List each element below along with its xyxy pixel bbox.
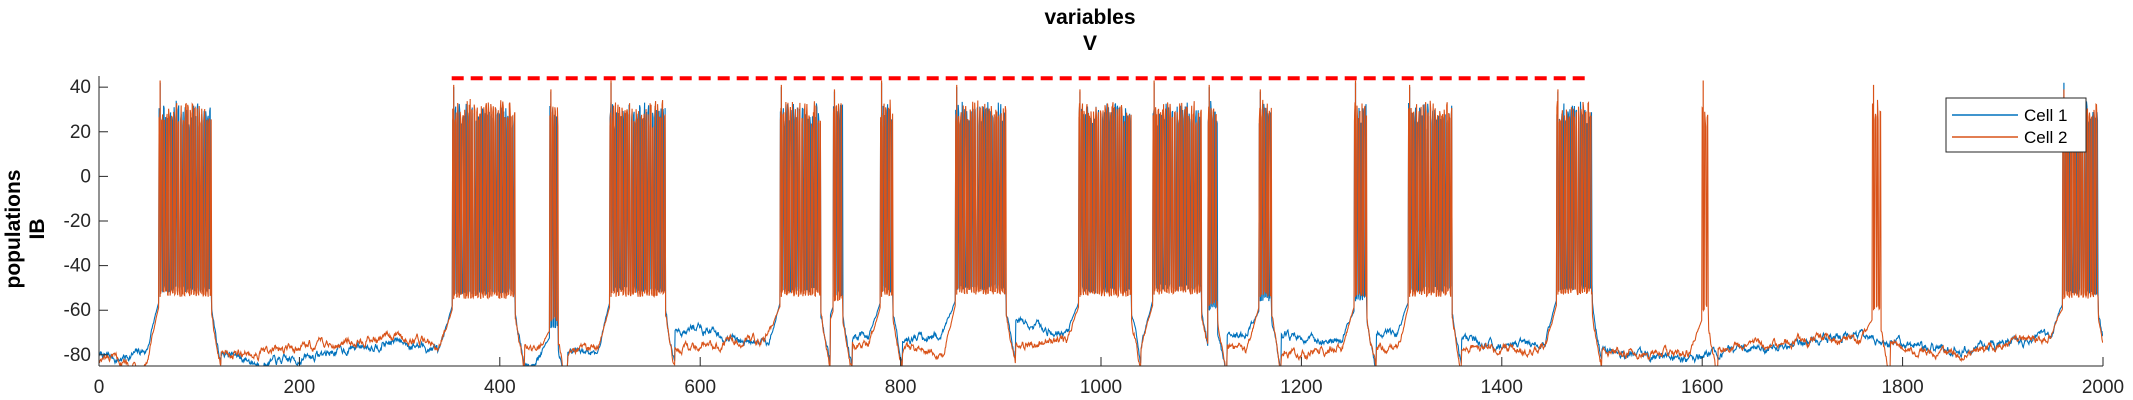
x-tick-label: 1000 [1080, 377, 1122, 398]
y-tick-label: -20 [64, 211, 91, 232]
x-tick-label: 800 [885, 377, 917, 398]
y-tick-label: -80 [64, 345, 91, 366]
x-tick-label: 2000 [2082, 377, 2124, 398]
x-tick-label: 1400 [1481, 377, 1523, 398]
x-tick-label: 600 [684, 377, 716, 398]
legend-label-cell-1: Cell 1 [2024, 106, 2067, 125]
x-tick-label: 1200 [1280, 377, 1322, 398]
x-tick-label: 400 [484, 377, 516, 398]
y-label-line-2: IB [26, 219, 49, 240]
axes: 0 200 400 600 800 1000 1200 1400 1600 1800 2000-80… [64, 76, 2124, 398]
x-tick-label: 1600 [1681, 377, 1723, 398]
legend-box [1945, 97, 2087, 153]
legend: Cell 1 Cell 2 [1945, 97, 2087, 153]
y-tick-label: -40 [64, 256, 91, 277]
title-line-2: V [1083, 32, 1097, 55]
x-tick-label: 0 [94, 377, 105, 398]
title-line-1: variables [1044, 6, 1135, 29]
y-axis-label: populations IB [2, 170, 49, 289]
y-tick-label: -60 [64, 300, 91, 321]
y-tick-label: 40 [70, 77, 91, 98]
legend-label-cell-2: Cell 2 [2024, 128, 2067, 147]
x-tick-label: 200 [284, 377, 316, 398]
y-tick-label: 0 [80, 166, 91, 187]
chart-title: variables V [1044, 6, 1135, 55]
series-line-cell-2 [99, 98, 2103, 366]
y-label-line-1: populations [2, 170, 25, 289]
y-tick-label: 20 [70, 122, 91, 143]
plot-area [99, 76, 2103, 366]
x-tick-label: 1800 [1881, 377, 1923, 398]
